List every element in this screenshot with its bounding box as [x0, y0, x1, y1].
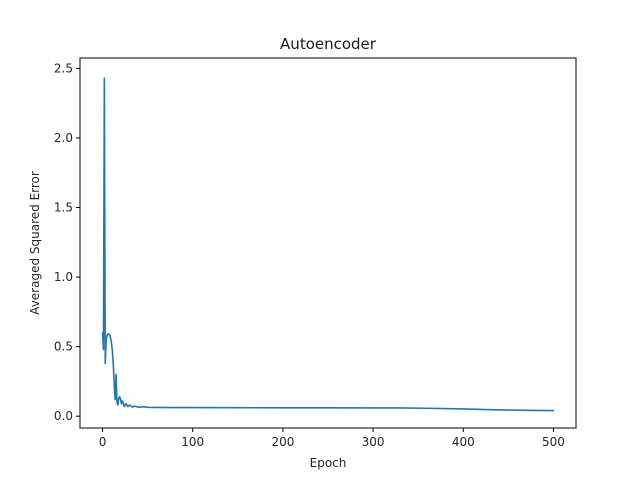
chart-title: Autoencoder [280, 35, 377, 53]
y-tick-label: 2.0 [54, 131, 73, 145]
axes-ticks: 0 100 200 300 400 500 0.0 0.5 1.0 1.5 2.0 2.5 [54, 61, 565, 449]
y-tick-label: 0.5 [54, 340, 73, 354]
series-line [101, 77, 555, 412]
x-tick-label: 100 [181, 435, 204, 449]
x-tick-label: 300 [362, 435, 385, 449]
y-tick-label: 0.0 [54, 409, 73, 423]
x-tick-label: 200 [271, 435, 294, 449]
y-tick-label: 1.0 [54, 270, 73, 284]
y-tick-label: 2.5 [54, 61, 73, 75]
plot-frame [79, 57, 577, 429]
x-axis-label: Epoch [310, 456, 347, 470]
x-tick-label: 500 [542, 435, 565, 449]
x-tick-label: 0 [99, 435, 107, 449]
x-tick-label: 400 [452, 435, 475, 449]
y-tick-label: 1.5 [54, 201, 73, 215]
y-axis-label: Averaged Squared Error [28, 171, 42, 315]
plot-area [101, 77, 555, 412]
